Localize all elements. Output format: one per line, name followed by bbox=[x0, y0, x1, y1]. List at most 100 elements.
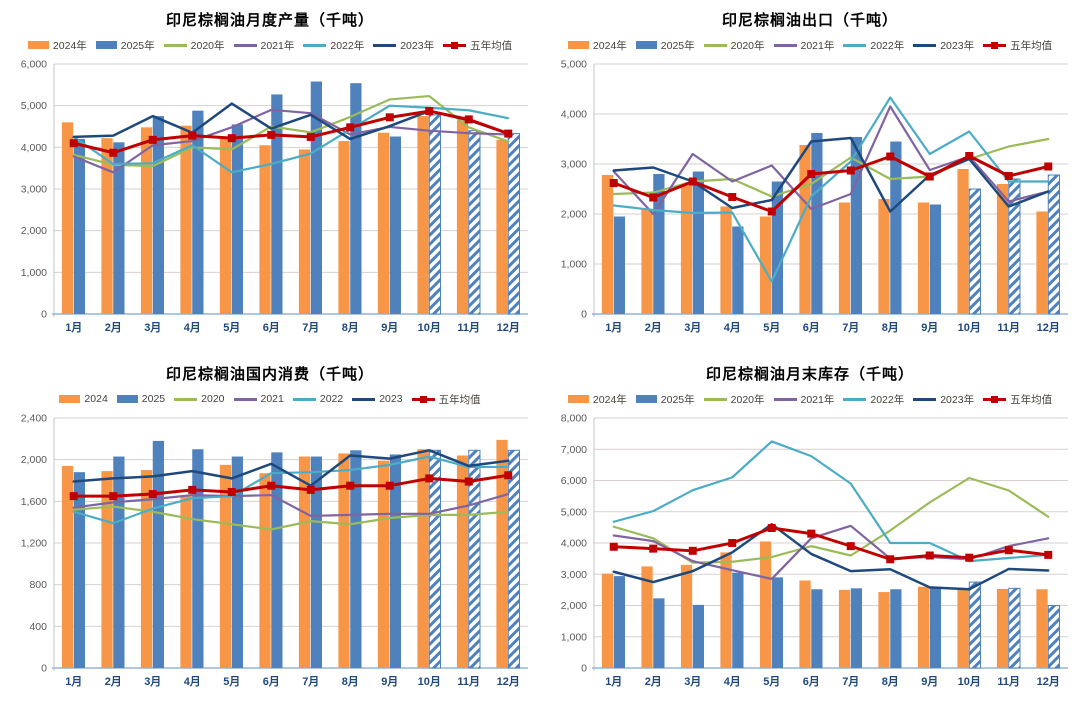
legend-line-swatch bbox=[913, 397, 937, 401]
legend-bar-swatch bbox=[635, 41, 657, 49]
y-tick-label: 6,000 bbox=[561, 475, 587, 487]
y-tick-label: 1,000 bbox=[561, 259, 587, 271]
avg-square-marker bbox=[767, 524, 776, 532]
bar-2024-9月 bbox=[377, 460, 390, 668]
bar-2025年-7月 bbox=[310, 81, 322, 314]
legend-item-2021年: 2021年 bbox=[773, 392, 834, 407]
bar-2025年-2月 bbox=[113, 142, 125, 314]
avg-square-marker bbox=[965, 152, 974, 160]
series-line-2022年 bbox=[72, 104, 510, 174]
avg-square-marker bbox=[767, 207, 776, 216]
legend-label: 2021 bbox=[260, 393, 284, 405]
bar-2024-2月 bbox=[101, 471, 113, 668]
legend: 2024年 2025年 2020年 2021年 2022年 2023年 五年均值 bbox=[540, 390, 1080, 408]
legend-line-swatch bbox=[983, 395, 1007, 403]
bar-2025年-11月 bbox=[1008, 178, 1021, 315]
gridlines bbox=[594, 63, 1068, 265]
legend-line-swatch bbox=[843, 43, 867, 47]
bar-2025年-1月 bbox=[613, 216, 625, 314]
plot-container: 0 400 800 1,200 1,600 2,000 2,400 1月 2月 3月 4月 5月 6月 7… bbox=[0, 410, 540, 706]
avg-square-marker bbox=[504, 471, 513, 480]
y-tick-label: 4,000 bbox=[561, 109, 587, 121]
y-tick-label: 0 bbox=[41, 663, 47, 675]
legend-item-五年均值: 五年均值 bbox=[983, 38, 1052, 53]
series-line-2021年 bbox=[72, 108, 510, 174]
bar-2025年-10月 bbox=[968, 581, 981, 669]
bar-2024年-6月 bbox=[799, 580, 811, 668]
bar-2024年-5月 bbox=[759, 216, 772, 314]
y-tick-label: 4,000 bbox=[561, 538, 587, 550]
plot-container: 0 1,000 2,000 3,000 4,000 5,000 6,000 7,000 8,00… bbox=[540, 410, 1080, 706]
legend-line-swatch bbox=[773, 397, 797, 401]
legend-label: 2025年 bbox=[120, 39, 155, 52]
avg-square-marker bbox=[425, 107, 434, 116]
x-tick-label: 2月 bbox=[645, 675, 662, 688]
y-tick-label: 3,000 bbox=[561, 159, 587, 171]
y-tick-label: 1,600 bbox=[21, 496, 47, 508]
chart-title: 印尼棕榈油出口（千吨） bbox=[721, 12, 898, 29]
x-tick-label: 10月 bbox=[958, 675, 981, 688]
x-tick-label: 5月 bbox=[223, 321, 240, 334]
y-tick-label: 3,000 bbox=[21, 184, 47, 196]
plot-area: 0 1,000 2,000 3,000 4,000 5,000 1月 2月 3月 4月 5月 6月 7月… bbox=[561, 59, 1068, 334]
avg-square-marker bbox=[886, 555, 895, 564]
avg-square-marker bbox=[688, 177, 697, 186]
avg-square-marker bbox=[464, 477, 473, 486]
avg-square-marker bbox=[306, 132, 315, 141]
legend-square-marker bbox=[419, 395, 427, 403]
legend-item-2025: 2025 bbox=[116, 393, 165, 405]
legend-label: 2023 bbox=[379, 393, 403, 405]
chart-panel-exports: 印尼棕榈油出口（千吨） 2024年 2025年 2020年 2021年 2022年 202… bbox=[540, 0, 1080, 354]
x-tick-label: 8月 bbox=[342, 321, 359, 334]
x-tick-label: 10月 bbox=[418, 675, 441, 688]
legend-item-2022: 2022 bbox=[292, 393, 344, 405]
y-tick-label: 0 bbox=[581, 663, 587, 675]
legend-bar-swatch bbox=[567, 395, 589, 403]
avg-square-marker bbox=[227, 134, 236, 143]
avg-square-marker bbox=[385, 481, 394, 490]
legend-label: 2020 bbox=[201, 393, 225, 405]
legend-square-marker bbox=[991, 395, 999, 403]
y-tick-label: 1,000 bbox=[561, 631, 587, 643]
bar-2024年-6月 bbox=[259, 145, 271, 314]
bar-2025年-6月 bbox=[811, 589, 823, 668]
series-bars-2024年 bbox=[61, 116, 508, 315]
plot-area: 0 1,000 2,000 3,000 4,000 5,000 6,000 7,000 8,00… bbox=[561, 413, 1068, 688]
bar-2024年-12月 bbox=[1036, 589, 1048, 668]
legend-line-swatch bbox=[174, 397, 198, 401]
legend-bar-swatch bbox=[116, 395, 138, 403]
bar-2025年-9月 bbox=[929, 204, 941, 314]
legend-label: 2021年 bbox=[800, 39, 835, 52]
legend: 2024年 2025年 2020年 2021年 2022年 2023年 五年均值 bbox=[540, 36, 1080, 54]
avg-square-marker bbox=[425, 474, 434, 483]
legend-label: 2022 bbox=[319, 393, 344, 405]
legend-label: 2024年 bbox=[52, 39, 87, 52]
series-line-2021年 bbox=[612, 524, 1050, 581]
x-tick-label: 3月 bbox=[144, 675, 161, 688]
bar-2024年-11月 bbox=[456, 120, 469, 314]
legend-line-swatch bbox=[773, 43, 797, 47]
x-tick-label: 1月 bbox=[65, 675, 82, 688]
avg-square-marker bbox=[69, 492, 78, 501]
y-axis-labels: 0 1,000 2,000 3,000 4,000 5,000 6,000 bbox=[21, 59, 47, 321]
avg-square-marker bbox=[609, 179, 618, 187]
avg-square-marker bbox=[69, 139, 78, 148]
avg-square-marker bbox=[1044, 550, 1053, 559]
legend-line-swatch bbox=[983, 41, 1007, 49]
series-bars-2025年 bbox=[613, 133, 1060, 315]
legend-label: 2020年 bbox=[730, 39, 765, 52]
bar-2025年-12月 bbox=[1047, 605, 1060, 669]
legend-item-2025年: 2025年 bbox=[95, 38, 155, 53]
legend-label: 2025年 bbox=[660, 39, 695, 52]
avg-square-marker bbox=[346, 481, 355, 490]
legend-item-五年均值: 五年均值 bbox=[983, 392, 1052, 407]
chart-title: 印尼棕榈油月度产量（千吨） bbox=[165, 12, 374, 29]
legend-item-2025年: 2025年 bbox=[635, 392, 695, 407]
legend-label: 五年均值 bbox=[1010, 39, 1053, 52]
bar-2025-3月 bbox=[152, 440, 164, 668]
legend-item-2024年: 2024年 bbox=[567, 38, 627, 53]
bar-2024年-4月 bbox=[180, 125, 192, 315]
bar-2024年-1月 bbox=[61, 122, 74, 314]
series-line-2023年 bbox=[612, 523, 1050, 591]
bar-2025-10月 bbox=[428, 449, 441, 669]
